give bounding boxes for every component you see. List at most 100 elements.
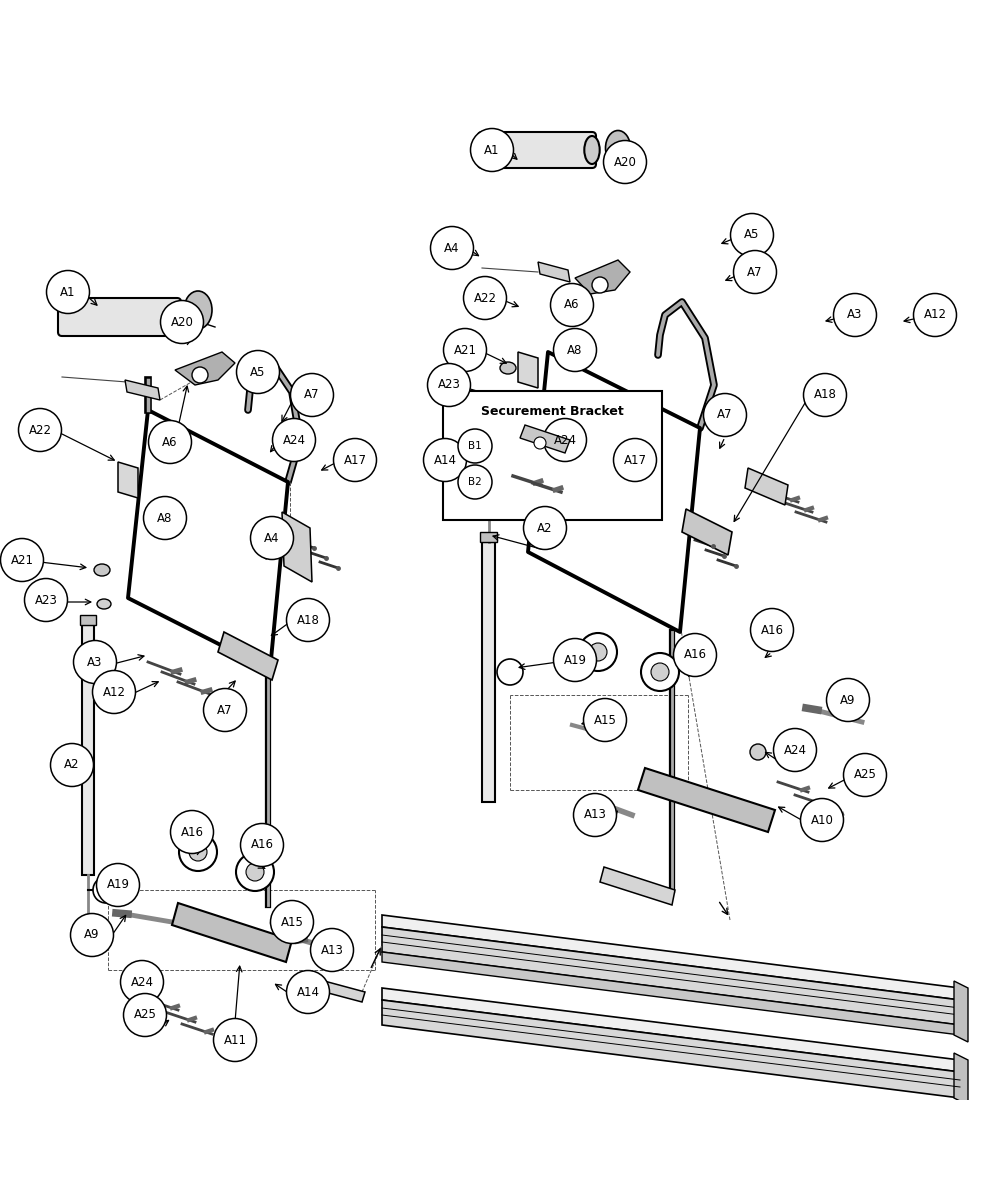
Polygon shape (128, 410, 288, 670)
Polygon shape (682, 509, 732, 554)
Circle shape (774, 728, 816, 772)
Polygon shape (125, 380, 160, 400)
Circle shape (310, 929, 354, 972)
Ellipse shape (501, 397, 515, 407)
Circle shape (287, 971, 330, 1014)
Circle shape (458, 464, 492, 499)
Circle shape (550, 283, 594, 326)
Circle shape (189, 842, 207, 862)
Circle shape (70, 913, 114, 956)
Polygon shape (382, 926, 960, 1025)
Text: A13: A13 (321, 943, 343, 956)
Polygon shape (575, 260, 630, 294)
Text: A14: A14 (296, 985, 320, 998)
Circle shape (246, 863, 264, 881)
Text: A6: A6 (162, 436, 178, 449)
Polygon shape (382, 988, 960, 1072)
Circle shape (834, 294, 876, 336)
Polygon shape (482, 542, 495, 802)
Circle shape (148, 420, 192, 463)
Ellipse shape (584, 136, 600, 164)
Text: A5: A5 (744, 228, 760, 241)
Text: A4: A4 (444, 241, 460, 254)
Circle shape (574, 793, 616, 836)
Circle shape (554, 329, 596, 372)
Circle shape (170, 810, 214, 853)
Polygon shape (954, 982, 968, 1042)
Circle shape (554, 638, 596, 682)
Circle shape (46, 270, 90, 313)
Circle shape (844, 754, 887, 797)
Circle shape (120, 960, 164, 1003)
Text: A7: A7 (747, 265, 763, 278)
FancyBboxPatch shape (443, 391, 662, 520)
Circle shape (236, 853, 274, 890)
Ellipse shape (97, 599, 111, 608)
Text: A24: A24 (130, 976, 154, 989)
Circle shape (192, 367, 208, 383)
Text: A5: A5 (250, 366, 266, 378)
Circle shape (160, 300, 204, 343)
Polygon shape (282, 512, 312, 582)
Text: A6: A6 (564, 299, 580, 312)
Polygon shape (298, 974, 365, 1002)
Text: A9: A9 (84, 929, 100, 942)
FancyBboxPatch shape (478, 132, 596, 168)
Text: A24: A24 (554, 433, 576, 446)
Circle shape (651, 662, 669, 680)
Text: A25: A25 (134, 1008, 156, 1021)
Text: A16: A16 (684, 648, 706, 661)
Text: A16: A16 (250, 839, 274, 852)
Circle shape (272, 419, 316, 462)
Circle shape (287, 599, 330, 642)
Circle shape (144, 497, 186, 540)
Circle shape (750, 608, 794, 652)
Text: A15: A15 (594, 714, 616, 726)
Text: A23: A23 (35, 594, 57, 606)
Polygon shape (528, 352, 700, 632)
Text: A22: A22 (28, 424, 52, 437)
Polygon shape (382, 952, 960, 1034)
Circle shape (74, 641, 116, 684)
Text: A18: A18 (814, 389, 836, 402)
Polygon shape (118, 462, 138, 498)
Circle shape (914, 294, 956, 336)
Circle shape (334, 438, 376, 481)
Text: Securement Bracket: Securement Bracket (481, 404, 624, 418)
Circle shape (0, 539, 44, 582)
Text: A9: A9 (840, 694, 856, 707)
Circle shape (92, 671, 136, 714)
Circle shape (204, 689, 246, 732)
Circle shape (424, 438, 466, 481)
Circle shape (179, 833, 217, 871)
Text: A3: A3 (847, 308, 863, 322)
Text: A21: A21 (454, 343, 477, 356)
Circle shape (93, 877, 119, 902)
Polygon shape (600, 866, 675, 905)
Polygon shape (638, 768, 775, 832)
Circle shape (250, 516, 294, 559)
Circle shape (464, 276, 507, 319)
Circle shape (290, 373, 334, 416)
Text: A20: A20 (171, 316, 193, 329)
Text: A19: A19 (106, 878, 130, 892)
Text: A13: A13 (584, 809, 606, 822)
Text: A10: A10 (811, 814, 833, 827)
Circle shape (674, 634, 716, 677)
Circle shape (214, 1019, 256, 1062)
Circle shape (826, 678, 870, 721)
Text: A24: A24 (283, 433, 306, 446)
Circle shape (240, 823, 284, 866)
Text: A17: A17 (624, 454, 646, 467)
Text: A2: A2 (537, 522, 553, 534)
Circle shape (730, 214, 774, 257)
Text: A21: A21 (10, 553, 34, 566)
Text: A16: A16 (761, 624, 784, 636)
Circle shape (584, 698, 626, 742)
Text: A7: A7 (717, 408, 733, 421)
Ellipse shape (184, 290, 212, 329)
Circle shape (96, 864, 140, 906)
Circle shape (614, 438, 656, 481)
Circle shape (444, 329, 486, 372)
Circle shape (50, 744, 94, 786)
